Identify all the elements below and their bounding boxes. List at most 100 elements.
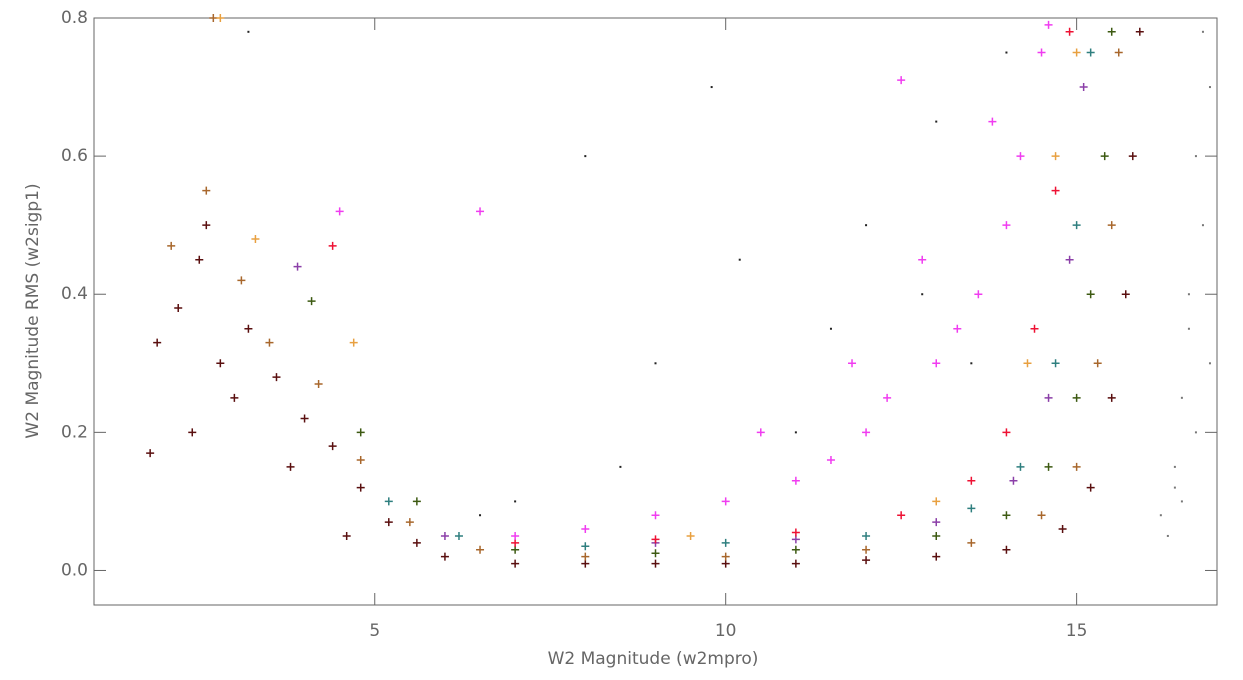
point: [756, 428, 765, 437]
point: [230, 393, 239, 402]
point: [405, 518, 414, 527]
point: [167, 241, 176, 250]
point: [1009, 476, 1018, 485]
point: [1173, 486, 1176, 489]
point: [188, 428, 197, 437]
point: [1072, 393, 1081, 402]
point: [738, 258, 741, 261]
point: [1072, 221, 1081, 230]
point: [1208, 86, 1211, 89]
point: [826, 455, 835, 464]
point: [791, 559, 800, 568]
point: [1037, 511, 1046, 520]
point: [1166, 534, 1169, 537]
point: [1180, 500, 1183, 503]
point: [412, 497, 421, 506]
point: [479, 514, 482, 517]
y-tick-label: 0.4: [61, 284, 88, 304]
point: [1107, 393, 1116, 402]
point: [1187, 327, 1190, 330]
point: [216, 14, 225, 22]
point: [1037, 48, 1046, 57]
point: [1044, 462, 1053, 471]
point: [619, 465, 622, 468]
point: [862, 428, 871, 437]
point: [476, 545, 485, 554]
point: [384, 497, 393, 506]
point: [1107, 221, 1116, 230]
point: [511, 545, 520, 554]
point: [721, 552, 730, 561]
point: [1051, 152, 1060, 161]
point: [1002, 511, 1011, 520]
point: [1208, 362, 1211, 365]
y-tick-label: 0.0: [61, 560, 88, 580]
y-tick-label: 0.2: [61, 422, 88, 442]
point: [1121, 290, 1130, 299]
point: [791, 535, 800, 544]
point: [153, 338, 162, 347]
point: [932, 552, 941, 561]
point: [293, 262, 302, 271]
point: [476, 207, 485, 216]
point: [1051, 359, 1060, 368]
point: [1023, 359, 1032, 368]
point: [721, 497, 730, 506]
point: [1114, 48, 1123, 57]
point: [174, 304, 183, 313]
point: [1180, 396, 1183, 399]
point: [1072, 48, 1081, 57]
point: [921, 293, 924, 296]
point: [862, 545, 871, 554]
point: [651, 559, 660, 568]
point: [988, 117, 997, 126]
point: [202, 221, 211, 230]
point: [974, 290, 983, 299]
point: [1194, 431, 1197, 434]
point: [932, 518, 941, 527]
point: [1044, 20, 1053, 29]
point: [1100, 152, 1109, 161]
point: [862, 531, 871, 540]
point: [342, 531, 351, 540]
point: [918, 255, 927, 264]
point: [581, 542, 590, 551]
point: [195, 255, 204, 264]
x-tick-label: 10: [715, 621, 737, 641]
point: [794, 431, 797, 434]
point: [584, 155, 587, 158]
point: [1016, 462, 1025, 471]
point: [865, 224, 868, 227]
point: [1051, 186, 1060, 195]
point: [883, 393, 892, 402]
point: [1086, 48, 1095, 57]
point: [953, 324, 962, 333]
point: [356, 428, 365, 437]
y-tick-label: 0.6: [61, 146, 88, 166]
point: [1079, 83, 1088, 92]
x-tick-label: 15: [1066, 621, 1088, 641]
point: [932, 497, 941, 506]
point: [932, 359, 941, 368]
point: [1201, 30, 1204, 33]
point: [967, 504, 976, 513]
point: [686, 531, 695, 540]
point: [791, 545, 800, 554]
point: [511, 531, 520, 540]
point: [1128, 152, 1137, 161]
point: [1002, 428, 1011, 437]
point: [1187, 293, 1190, 296]
point: [651, 535, 660, 544]
point: [384, 518, 393, 527]
point: [1194, 155, 1197, 158]
point: [897, 511, 906, 520]
point: [848, 359, 857, 368]
point: [1058, 525, 1067, 534]
point: [791, 476, 800, 485]
point: [286, 462, 295, 471]
point: [967, 538, 976, 547]
point: [651, 549, 660, 558]
point: [307, 297, 316, 306]
point: [1005, 51, 1008, 54]
